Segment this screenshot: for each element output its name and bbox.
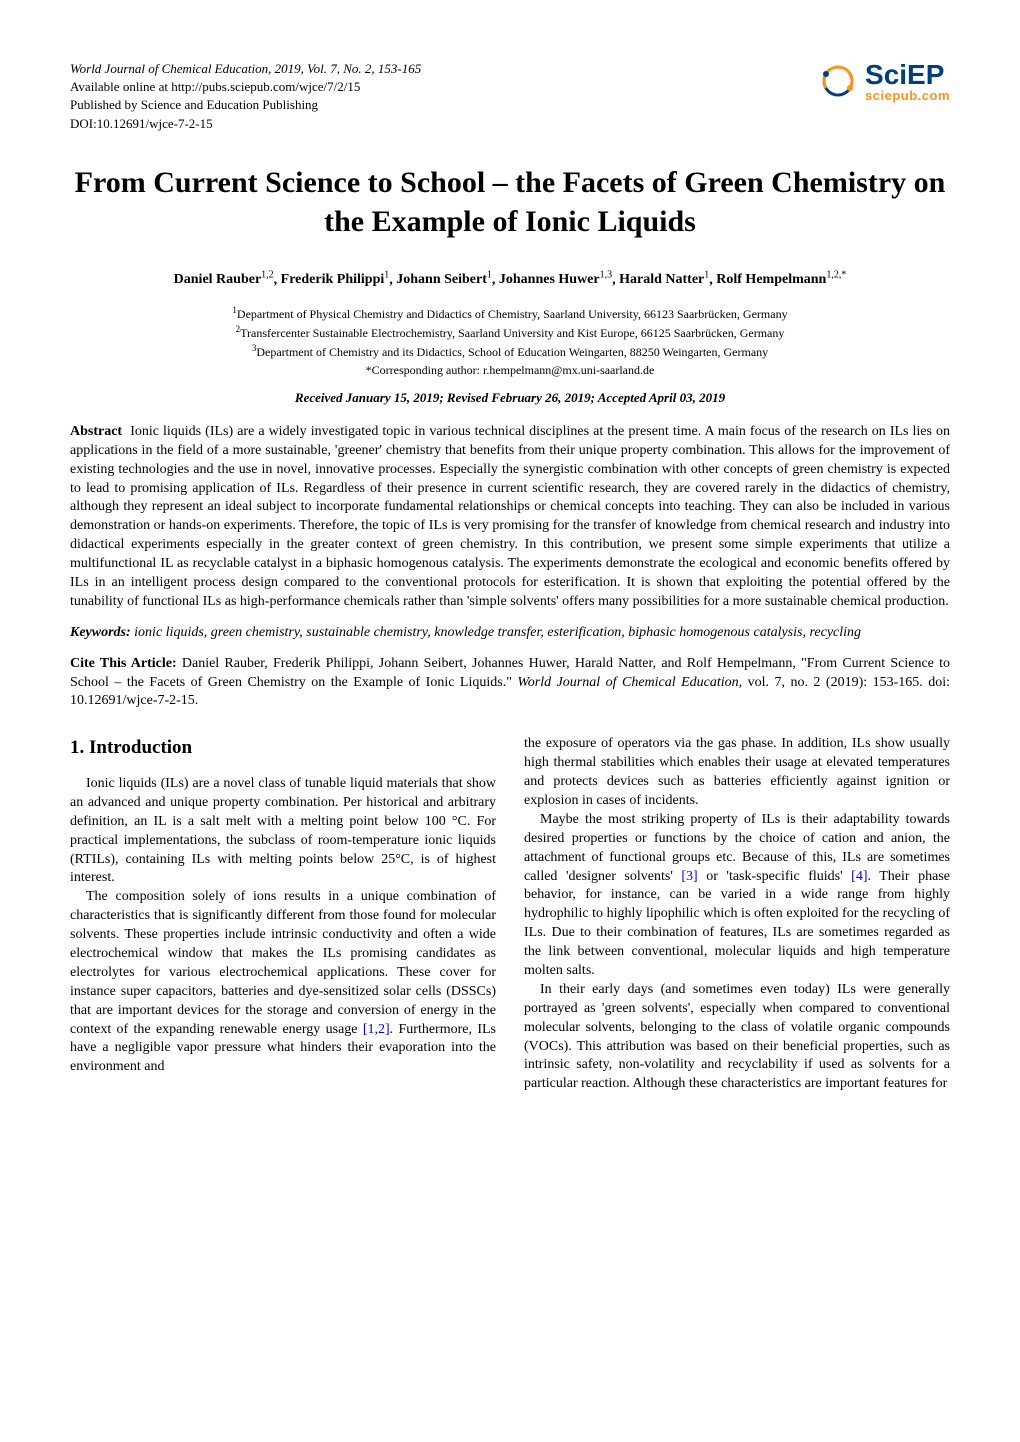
doi-line: DOI:10.12691/wjce-7-2-15 <box>70 115 421 133</box>
reference-link[interactable]: [4] <box>851 869 867 884</box>
publisher-logo: SciEP sciepub.com <box>817 60 950 102</box>
body-paragraph: The composition solely of ions results i… <box>70 888 496 1077</box>
logo-sub-text: sciepub.com <box>865 89 950 102</box>
journal-info: World Journal of Chemical Education, 201… <box>70 60 421 133</box>
body-paragraph: Maybe the most striking property of ILs … <box>524 811 950 981</box>
logo-icon <box>817 60 859 102</box>
reference-link[interactable]: [3] <box>681 869 697 884</box>
keywords-block: Keywords: ionic liquids, green chemistry… <box>70 624 950 643</box>
cite-authors: Daniel Rauber, Frederik Philippi, Johann… <box>182 656 796 671</box>
author: Rolf Hempelmann1,2,* <box>716 272 846 287</box>
cite-label: Cite This Article: <box>70 656 177 671</box>
keywords-label: Keywords: <box>70 625 131 640</box>
left-column: 1. Introduction Ionic liquids (ILs) are … <box>70 735 496 1094</box>
corresponding-author: *Corresponding author: r.hempelmann@mx.u… <box>70 361 950 379</box>
author: Johannes Huwer1,3 <box>499 272 612 287</box>
abstract-label: Abstract <box>70 424 122 439</box>
author: Daniel Rauber1,2 <box>174 272 274 287</box>
section-heading: 1. Introduction <box>70 735 496 761</box>
availability-line: Available online at http://pubs.sciepub.… <box>70 78 421 96</box>
author: Harald Natter1 <box>619 272 709 287</box>
author: Frederik Philippi1 <box>281 272 390 287</box>
affiliation: 2Transfercenter Sustainable Electrochemi… <box>70 323 950 342</box>
keywords-text: ionic liquids, green chemistry, sustaina… <box>134 625 861 640</box>
affiliation: 3Department of Chemistry and its Didacti… <box>70 342 950 361</box>
abstract-block: Abstract Ionic liquids (ILs) are a widel… <box>70 423 950 612</box>
journal-citation: World Journal of Chemical Education, 201… <box>70 60 421 78</box>
reference-link[interactable]: [1,2] <box>363 1022 390 1037</box>
body-paragraph: the exposure of operators via the gas ph… <box>524 735 950 811</box>
logo-main-text: SciEP <box>865 61 950 89</box>
authors-list: Daniel Rauber1,2, Frederik Philippi1, Jo… <box>70 269 950 291</box>
cite-journal: World Journal of Chemical Education <box>517 675 738 690</box>
publisher-line: Published by Science and Education Publi… <box>70 96 421 114</box>
header: World Journal of Chemical Education, 201… <box>70 60 950 133</box>
citation-block: Cite This Article: Daniel Rauber, Freder… <box>70 655 950 712</box>
article-title: From Current Science to School – the Fac… <box>70 163 950 241</box>
body-paragraph: Ionic liquids (ILs) are a novel class of… <box>70 775 496 888</box>
affiliations: 1Department of Physical Chemistry and Di… <box>70 304 950 379</box>
affiliation: 1Department of Physical Chemistry and Di… <box>70 304 950 323</box>
body-columns: 1. Introduction Ionic liquids (ILs) are … <box>70 735 950 1094</box>
article-dates: Received January 15, 2019; Revised Febru… <box>70 389 950 407</box>
right-column: the exposure of operators via the gas ph… <box>524 735 950 1094</box>
logo-text: SciEP sciepub.com <box>865 61 950 102</box>
author: Johann Seibert1 <box>396 272 492 287</box>
abstract-text: Ionic liquids (ILs) are a widely investi… <box>70 424 950 609</box>
body-paragraph: In their early days (and sometimes even … <box>524 981 950 1094</box>
